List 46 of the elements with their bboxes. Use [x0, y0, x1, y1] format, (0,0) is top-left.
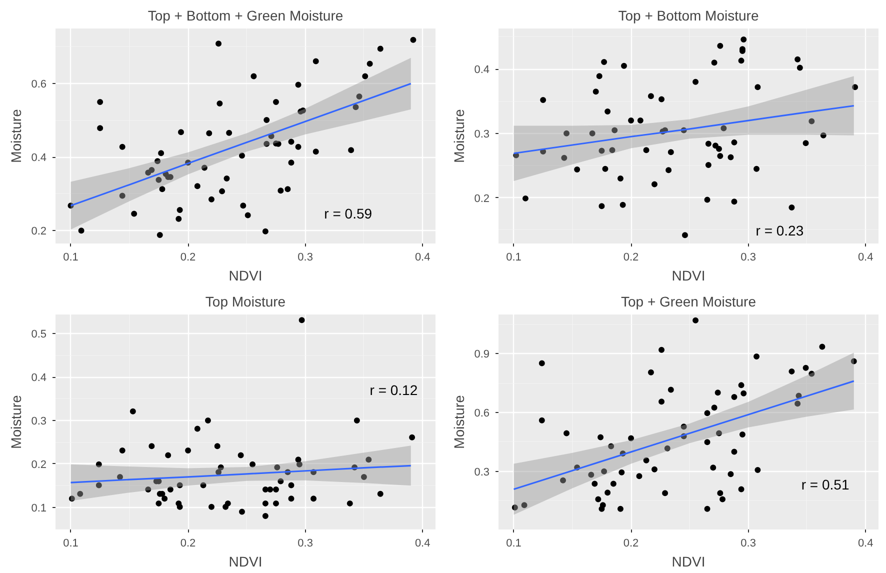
annotation: r = 0.59	[324, 205, 372, 222]
chart-title: Top + Bottom + Green Moisture	[148, 8, 344, 24]
y-axis-title: Moisture	[8, 394, 24, 449]
x-tick-label: 0.1	[506, 538, 522, 550]
y-tick-label: 0.4	[31, 152, 47, 164]
x-tick-label: 0.2	[180, 538, 196, 550]
x-tick-label: 0.1	[63, 538, 78, 550]
x-tick-label: 0.4	[858, 252, 874, 264]
y-tick-label: 0.4	[31, 372, 47, 384]
y-tick-label: 0.2	[31, 226, 47, 238]
x-tick-label: 0.2	[623, 538, 639, 550]
annotation: r = 0.51	[801, 476, 850, 492]
y-tick-label: 0.6	[31, 78, 47, 91]
x-tick-label: 0.4	[414, 252, 430, 264]
x-tick-label: 0.2	[623, 252, 639, 264]
x-tick-label: 0.3	[740, 538, 756, 550]
y-tick-label: 0.2	[474, 192, 490, 205]
chart-title: Top + Green Moisture	[620, 294, 756, 310]
chart-title: Top Moisture	[205, 294, 286, 310]
x-tick-label: 0.4	[858, 538, 874, 550]
y-tick-label: 0.1	[31, 502, 47, 514]
x-tick-label: 0.3	[740, 252, 756, 264]
y-tick-label: 0.6	[474, 407, 490, 420]
y-axis-title: Moisture	[451, 394, 468, 449]
annotation: r = 0.23	[756, 222, 804, 239]
annotation: r = 0.12	[370, 382, 418, 398]
x-axis-title: NDVI	[228, 268, 262, 284]
y-tick-label: 0.5	[31, 328, 47, 341]
y-tick-label: 0.3	[31, 415, 47, 428]
y-tick-label: 0.9	[474, 348, 490, 361]
x-axis-title: NDVI	[672, 554, 706, 570]
x-tick-label: 0.3	[298, 538, 313, 550]
y-tick-label: 0.4	[474, 64, 490, 76]
x-tick-label: 0.1	[506, 252, 522, 264]
x-axis-title: NDVI	[672, 268, 706, 284]
y-tick-label: 0.2	[31, 458, 47, 471]
x-tick-label: 0.1	[63, 252, 78, 264]
y-axis-title: Moisture	[451, 108, 468, 163]
y-axis-title: Moisture	[8, 108, 24, 163]
x-tick-label: 0.2	[180, 252, 196, 264]
chart-title: Top + Bottom Moisture	[618, 8, 759, 24]
x-tick-label: 0.4	[414, 538, 430, 550]
x-axis-title: NDVI	[228, 554, 262, 570]
x-tick-label: 0.3	[298, 252, 313, 264]
y-tick-label: 0.3	[474, 466, 490, 478]
y-tick-label: 0.3	[474, 128, 490, 140]
